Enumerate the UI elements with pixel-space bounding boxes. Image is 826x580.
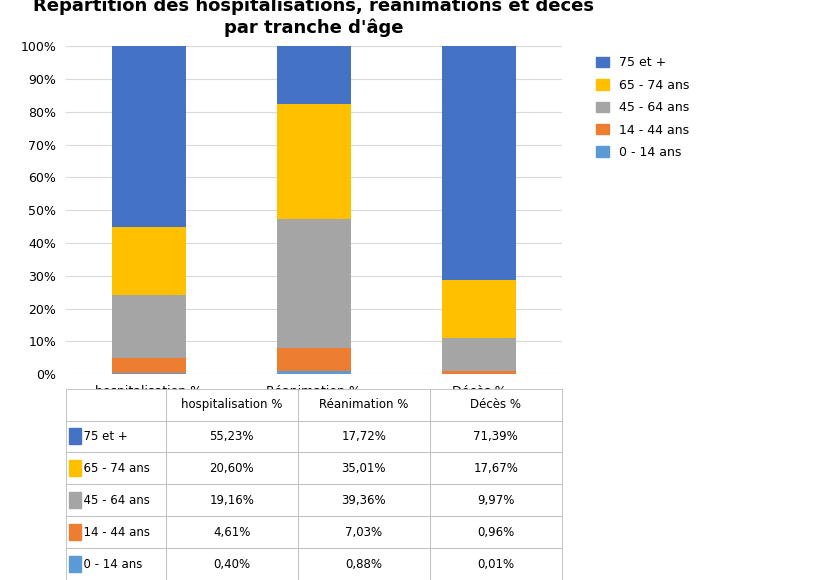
Bar	[277, 371, 351, 374]
Bar	[442, 280, 516, 338]
Title: Répartition des hospitalisations, réanimations et décès
par tranche d'âge: Répartition des hospitalisations, réanim…	[33, 0, 595, 37]
Bar	[112, 373, 186, 374]
Bar	[69, 556, 81, 572]
Bar	[442, 46, 516, 280]
Bar	[69, 492, 81, 508]
Bar	[69, 461, 81, 476]
Bar	[69, 524, 81, 540]
Bar	[442, 338, 516, 371]
Bar	[112, 46, 186, 227]
Bar	[277, 348, 351, 371]
Legend: 75 et +, 65 - 74 ans, 45 - 64 ans, 14 - 44 ans, 0 - 14 ans: 75 et +, 65 - 74 ans, 45 - 64 ans, 14 - …	[593, 53, 693, 162]
Bar	[277, 104, 351, 219]
Bar	[112, 358, 186, 373]
Bar	[112, 295, 186, 358]
Bar	[69, 429, 81, 444]
Bar	[112, 227, 186, 295]
Bar	[277, 46, 351, 104]
Bar	[277, 219, 351, 348]
Bar	[442, 371, 516, 374]
